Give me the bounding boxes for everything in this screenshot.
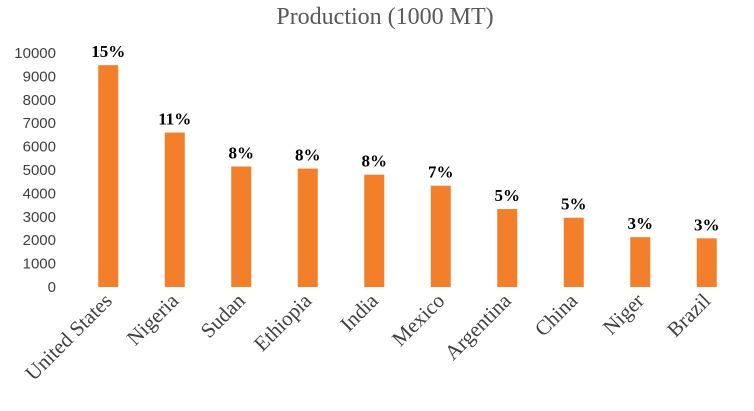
- bar: [497, 209, 518, 287]
- bar-data-label: 5%: [495, 186, 521, 205]
- bar: [98, 65, 119, 287]
- x-category-label: Ethiopia: [249, 288, 317, 356]
- x-category-label: India: [335, 288, 383, 336]
- x-category-label: Sudan: [196, 288, 250, 342]
- bar-data-label: 3%: [628, 214, 654, 233]
- bar: [231, 166, 252, 287]
- bar: [696, 238, 717, 287]
- x-axis: United States Nigeria Sudan Ethiopia India Me…: [20, 288, 715, 385]
- y-axis: 0 1000 2000 3000 4000 5000 6000 7000 8000 9000 100…: [14, 45, 56, 296]
- chart-title: Production (1000 MT): [276, 4, 493, 30]
- y-tick-label: 8000: [23, 92, 56, 109]
- x-category-label: Nigeria: [122, 288, 184, 350]
- y-tick-label: 1000: [23, 256, 56, 273]
- bars-group: [98, 65, 717, 287]
- data-labels-group: 15% 11% 8% 8% 8% 7% 5% 5% 3% 3%: [91, 42, 719, 234]
- bar-data-label: 15%: [91, 42, 125, 61]
- bar-data-label: 11%: [158, 110, 191, 129]
- x-category-label: Niger: [598, 289, 649, 340]
- bar-data-label: 8%: [362, 152, 388, 171]
- y-tick-label: 5000: [23, 162, 56, 179]
- x-category-label: Argentina: [440, 288, 517, 365]
- bar: [164, 132, 185, 287]
- bar-data-label: 7%: [428, 163, 454, 182]
- x-category-label: Mexico: [387, 289, 449, 351]
- bar-data-label: 8%: [295, 146, 321, 165]
- bar: [630, 237, 651, 287]
- y-tick-label: 4000: [23, 185, 56, 202]
- y-tick-label: 3000: [23, 209, 56, 226]
- y-tick-label: 10000: [14, 45, 56, 62]
- bar-data-label: 5%: [561, 195, 587, 214]
- bar: [430, 185, 451, 287]
- x-category-label: United States: [20, 289, 117, 386]
- bar: [297, 168, 318, 287]
- bar: [563, 217, 584, 287]
- bar-data-label: 3%: [694, 215, 720, 234]
- y-tick-label: 6000: [23, 139, 56, 156]
- y-tick-label: 9000: [23, 68, 56, 85]
- x-category-label: China: [530, 288, 583, 341]
- bar: [364, 174, 385, 287]
- y-tick-label: 7000: [23, 115, 56, 132]
- bar-data-label: 8%: [229, 143, 255, 162]
- x-category-label: Brazil: [662, 288, 715, 341]
- y-tick-label: 2000: [23, 232, 56, 249]
- y-tick-label: 0: [48, 279, 56, 296]
